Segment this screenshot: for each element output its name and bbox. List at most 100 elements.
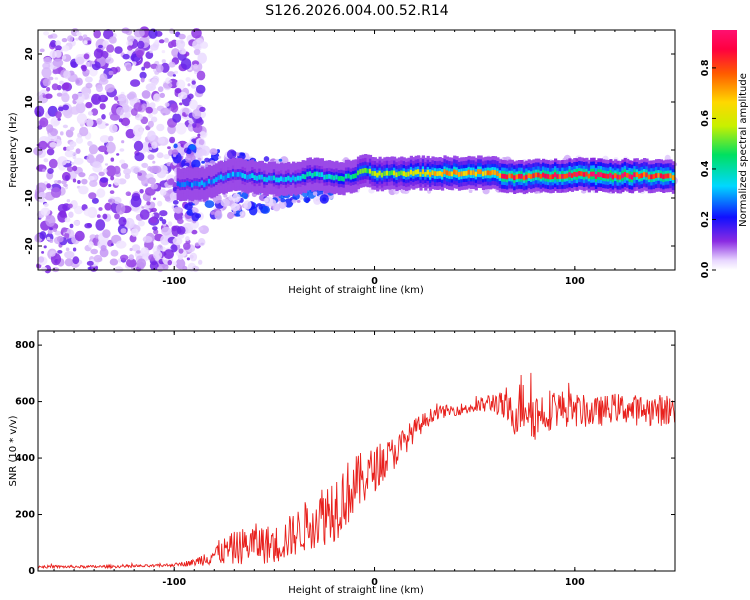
spectrogram-cell — [86, 118, 94, 128]
spectrogram-cell — [46, 183, 51, 189]
spectrogram-cell — [199, 106, 206, 112]
spectrogram-cell — [278, 158, 283, 162]
spectrogram-track-cell — [429, 172, 433, 177]
spectrogram-track-cell — [407, 171, 411, 177]
spectrogram-cell — [167, 221, 173, 227]
spectrogram-cell — [124, 111, 131, 119]
spectrogram-cell — [163, 249, 174, 260]
x-tick-label: -100 — [162, 577, 186, 588]
spectrogram-cell — [124, 217, 135, 229]
spectrogram-cell — [108, 135, 114, 142]
spectrogram-track-cell — [436, 171, 440, 177]
spectrogram-cell — [70, 61, 77, 68]
spectrogram-cell — [85, 101, 93, 109]
spectrogram-cell — [204, 200, 215, 209]
spectrogram-track-cell — [587, 173, 591, 179]
spectrogram-cell — [104, 163, 109, 166]
spectrogram-cell — [47, 229, 53, 235]
spectrogram-cell — [42, 78, 51, 87]
spectrogram-track-cell — [402, 171, 406, 176]
spectrogram-cell — [91, 93, 102, 105]
spectrogram-track-cell — [645, 172, 649, 178]
spectrogram-cell — [189, 252, 198, 262]
spectrogram-cell — [96, 84, 103, 93]
spectrogram-cell — [204, 157, 210, 163]
spectrogram-cell — [85, 61, 90, 67]
spectrogram-cell — [151, 141, 158, 149]
spectrogram-cell — [118, 216, 127, 227]
spectrogram-cell — [139, 71, 147, 79]
spectrogram-cell — [64, 175, 70, 181]
spectrogram-track-cell — [650, 174, 654, 180]
spectrogram-track-cell — [558, 174, 562, 179]
spectrogram-track-cell — [669, 173, 673, 179]
spectrogram-cell — [125, 128, 136, 139]
snr-y-axis-label: SNR (10 * v/v) — [8, 415, 19, 486]
spectrogram-cell — [98, 145, 108, 153]
spectrogram-track-cell — [623, 172, 627, 177]
spectrogram-cell — [264, 196, 274, 206]
spectrogram-track-cell — [566, 173, 570, 179]
spectrogram-cell — [42, 168, 46, 173]
spectrogram-track-cell — [212, 178, 216, 184]
spectrogram-track-cell — [640, 173, 644, 178]
spectrogram-cell — [52, 69, 59, 75]
spectrogram-track-cell — [501, 173, 505, 179]
spectrogram-track-cell — [431, 170, 435, 176]
spectrogram-cell — [149, 165, 160, 174]
spectrogram-cell — [106, 44, 115, 53]
spectrogram-cell — [78, 172, 86, 178]
spectrogram-cell — [99, 73, 108, 83]
spectrogram-cell — [42, 94, 47, 98]
spectrogram-cell — [159, 188, 167, 196]
spectrogram-cell — [61, 38, 68, 43]
spectrogram-cell — [48, 227, 53, 231]
spectrogram-cell — [130, 79, 141, 87]
spectrogram-cell — [43, 203, 49, 207]
spectrogram-cell — [109, 113, 120, 121]
spectrogram-track-cell — [647, 174, 651, 180]
spectrogram-cell — [228, 195, 234, 201]
spectrogram-track-cell — [243, 174, 248, 179]
spectrogram-cell — [173, 154, 177, 158]
spectrogram-cell — [126, 45, 133, 51]
spectrogram-cell — [177, 254, 184, 260]
spectrogram-cell — [69, 141, 77, 148]
spectrogram-track-cell — [231, 171, 236, 177]
spectrogram-cell — [77, 180, 81, 184]
spectrogram-cell — [226, 149, 237, 160]
spectrogram-track-cell — [364, 168, 368, 173]
spectrogram-cell — [121, 27, 130, 34]
spectrogram-cell — [119, 148, 125, 152]
spectrogram-track-cell — [227, 173, 231, 178]
spectrogram-track-cell — [268, 175, 272, 181]
spectrogram-cell — [125, 258, 137, 268]
spectrogram-cell — [161, 50, 166, 54]
spectrogram-cell — [176, 79, 186, 90]
spectrogram-cell — [183, 242, 191, 250]
spectrogram-cell — [141, 90, 151, 99]
spectrogram-track-cell — [320, 172, 324, 177]
spectrogram-track-cell — [484, 170, 488, 176]
spectrogram-cell — [46, 124, 54, 133]
spectrogram-cell — [172, 113, 182, 123]
spectrogram-cell — [178, 33, 186, 40]
spectrogram-track-cell — [664, 173, 668, 179]
spectrogram-cell — [44, 265, 52, 274]
spectrogram-cell — [223, 194, 228, 198]
spectrogram-cell — [313, 196, 322, 205]
spectrogram-cell — [191, 159, 201, 169]
spectrogram-track-cell — [246, 175, 250, 180]
spectrogram-cell — [40, 198, 46, 203]
spectrogram-track-cell — [618, 174, 623, 180]
spectrogram-track-cell — [590, 171, 594, 177]
spectrogram-track-cell — [537, 172, 541, 178]
spectrogram-cell — [198, 139, 205, 146]
spectrogram-track-cell — [349, 174, 353, 180]
spectrogram-cell — [64, 217, 71, 223]
spectrogram-cell — [39, 117, 49, 128]
spectrogram-track-cell — [621, 173, 625, 179]
spectrogram-cell — [57, 235, 64, 243]
spectrogram-cell — [129, 247, 133, 252]
